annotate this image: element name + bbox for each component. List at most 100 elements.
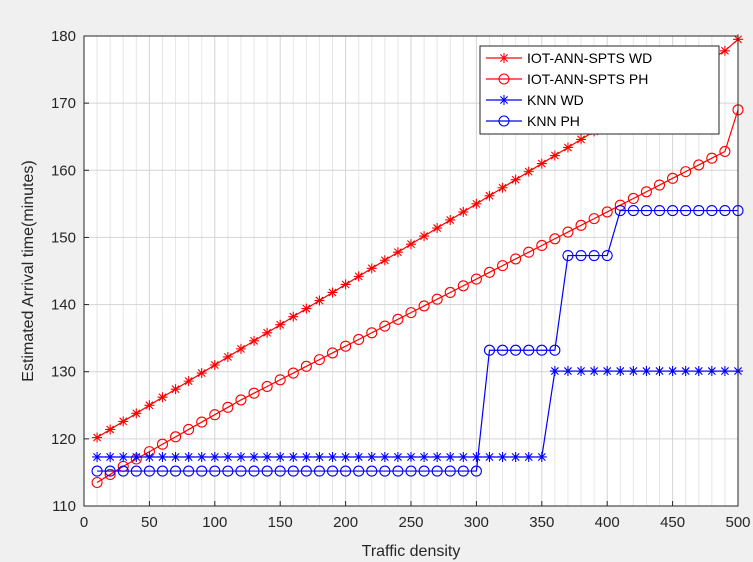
legend-label: IOT-ANN-SPTS WD xyxy=(527,50,652,66)
data-point xyxy=(196,368,207,379)
x-tick-label: 200 xyxy=(333,514,358,531)
data-point xyxy=(706,205,718,217)
data-point xyxy=(614,205,626,217)
data-point xyxy=(275,451,286,462)
x-tick-label: 400 xyxy=(595,514,620,531)
data-point xyxy=(536,239,548,252)
data-point xyxy=(170,431,182,443)
data-point xyxy=(601,250,613,262)
data-point xyxy=(680,205,692,217)
data-point xyxy=(653,205,666,217)
data-point xyxy=(340,340,352,352)
data-point xyxy=(183,423,195,436)
data-point xyxy=(92,451,103,462)
data-point xyxy=(431,465,443,477)
y-tick-label: 120 xyxy=(51,431,76,448)
y-axis-title: Estimated Arrival time(minutes) xyxy=(20,160,37,381)
data-point xyxy=(274,374,286,386)
data-point xyxy=(549,344,561,356)
data-point xyxy=(314,451,325,462)
data-point xyxy=(627,192,639,205)
data-point xyxy=(288,451,299,462)
data-point xyxy=(235,465,247,477)
data-point xyxy=(248,387,260,399)
data-point xyxy=(562,366,573,377)
y-tick-label: 160 xyxy=(51,162,76,179)
legend-item: IOT-ANN-SPTS PH xyxy=(486,71,648,87)
data-point xyxy=(497,182,508,193)
data-point xyxy=(91,465,103,477)
data-point xyxy=(353,465,365,477)
data-point xyxy=(91,476,103,489)
data-point xyxy=(379,320,391,332)
data-point xyxy=(405,465,417,477)
data-point xyxy=(379,255,390,266)
data-point xyxy=(392,247,403,258)
data-point xyxy=(183,465,195,477)
data-point xyxy=(667,205,679,217)
data-point xyxy=(406,451,416,462)
y-tick-label: 150 xyxy=(51,229,76,246)
data-point xyxy=(209,409,221,421)
data-point xyxy=(144,400,155,411)
x-tick-label: 500 xyxy=(725,514,750,531)
data-point xyxy=(418,300,430,312)
data-point xyxy=(327,287,338,298)
data-point xyxy=(117,465,129,477)
series-2 xyxy=(91,104,744,489)
data-point xyxy=(222,351,233,362)
x-tick-label: 150 xyxy=(268,514,293,531)
data-point xyxy=(640,205,652,217)
data-point xyxy=(301,303,312,314)
legend-item: KNN WD xyxy=(486,92,584,108)
data-point xyxy=(379,465,391,477)
y-tick-label: 110 xyxy=(52,498,76,515)
y-tick-label: 170 xyxy=(51,95,76,112)
data-point xyxy=(419,231,430,242)
data-point xyxy=(641,366,652,377)
data-point xyxy=(588,213,600,225)
legend-label: KNN PH xyxy=(527,113,580,129)
data-point xyxy=(313,354,325,366)
data-point xyxy=(170,384,181,395)
legend-label: IOT-ANN-SPTS PH xyxy=(527,71,648,87)
data-point xyxy=(654,366,665,377)
data-point xyxy=(235,394,247,406)
data-point xyxy=(183,451,194,462)
data-point xyxy=(706,366,717,377)
x-axis-title: Traffic density xyxy=(362,543,461,560)
data-point xyxy=(549,233,561,245)
data-point xyxy=(366,327,378,339)
data-point xyxy=(222,451,233,462)
data-point xyxy=(131,451,142,462)
data-point xyxy=(130,465,142,477)
series-line xyxy=(96,109,739,484)
data-point xyxy=(209,360,220,370)
data-point xyxy=(143,465,155,477)
data-point xyxy=(576,366,587,377)
data-point xyxy=(418,465,430,477)
data-point xyxy=(470,465,482,477)
data-point xyxy=(353,333,365,346)
data-point xyxy=(392,465,404,477)
data-point xyxy=(719,205,731,217)
legend: IOT-ANN-SPTS WD IOT-ANN-SPTS PH KNN WD KNN … xyxy=(479,45,720,135)
data-point xyxy=(340,451,351,462)
data-point xyxy=(497,344,509,356)
data-point xyxy=(300,360,312,372)
data-point xyxy=(497,451,508,462)
series-3 xyxy=(92,366,743,462)
data-point xyxy=(118,451,129,462)
data-point xyxy=(131,408,142,419)
data-point xyxy=(445,214,456,225)
data-point xyxy=(483,344,496,356)
data-point xyxy=(300,465,312,477)
data-point xyxy=(235,343,246,354)
data-point xyxy=(653,179,666,191)
data-point xyxy=(353,271,364,282)
data-point xyxy=(536,158,547,169)
legend-item: KNN PH xyxy=(486,113,580,129)
data-point xyxy=(444,465,456,477)
data-point xyxy=(588,250,600,262)
data-point xyxy=(536,344,548,356)
